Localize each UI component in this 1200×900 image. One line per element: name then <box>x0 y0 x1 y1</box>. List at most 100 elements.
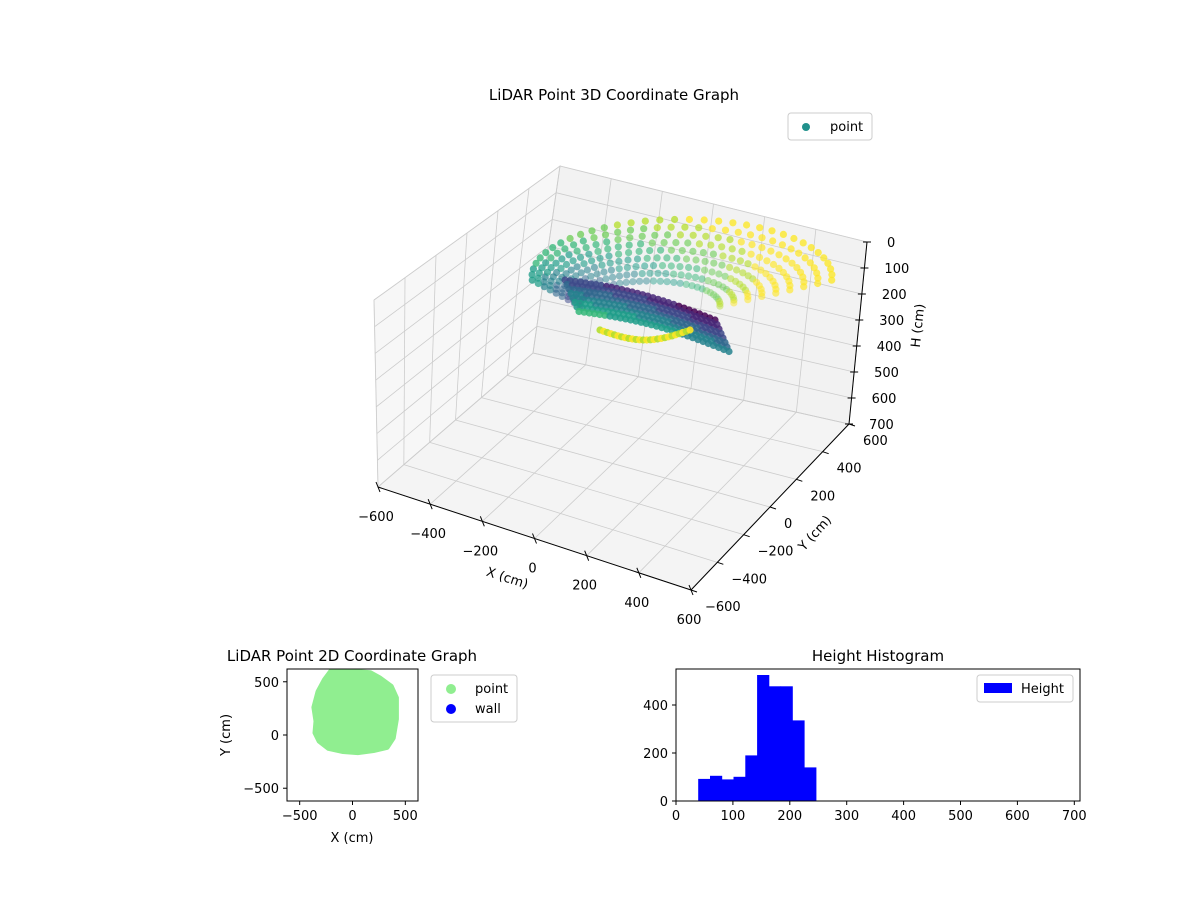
point-3d <box>715 217 723 225</box>
point-3d <box>590 263 599 271</box>
point-3d <box>590 234 598 242</box>
grid-line-horizontal <box>377 325 852 461</box>
x-tick-label: 300 <box>834 809 859 824</box>
y-tick-label: −400 <box>731 572 767 587</box>
point-3d <box>528 276 536 284</box>
point-3d <box>828 271 836 279</box>
y-tick-label: 200 <box>643 747 668 762</box>
x-tick <box>479 516 485 527</box>
point-3d <box>726 263 734 271</box>
x-tick <box>636 567 642 579</box>
point-3d <box>828 276 836 284</box>
point-3d <box>604 245 612 253</box>
point-3d <box>638 270 646 278</box>
point-3d <box>703 287 711 295</box>
x-tick-label: 0 <box>528 562 536 577</box>
point-3d <box>800 283 808 291</box>
y-tick-label: 500 <box>254 676 279 691</box>
point-3d <box>615 265 623 273</box>
point-3d <box>676 279 684 287</box>
hist-bar <box>698 778 711 801</box>
point-3d <box>692 256 700 264</box>
point-3d <box>723 285 731 294</box>
point-3d <box>624 256 632 264</box>
point-3d <box>758 292 766 300</box>
point-3d <box>726 288 734 296</box>
point-3d <box>637 240 645 248</box>
x-tick-label: 500 <box>393 809 418 824</box>
chart-3d-legend: point <box>787 112 873 141</box>
chart-2d-ticks: −500 0 500 500 0 −500 <box>243 676 417 824</box>
point-3d <box>576 253 585 261</box>
point-3d <box>763 257 771 265</box>
z-tick-label: 100 <box>884 262 909 277</box>
point-3d <box>596 254 604 262</box>
grid-line-back <box>690 203 714 389</box>
y-tick-label: 600 <box>863 434 888 449</box>
point-3d <box>737 238 745 246</box>
hist-bar <box>710 775 723 801</box>
point-3d <box>820 254 828 262</box>
x-tick-label: 0 <box>348 809 356 824</box>
point-3d <box>729 293 737 301</box>
chart-hist-bars <box>698 675 817 801</box>
point-3d <box>547 254 555 262</box>
point-3d <box>570 241 578 249</box>
point-3d <box>653 254 661 262</box>
chart-hist-legend-label: Height <box>1021 682 1064 697</box>
point-3d <box>715 270 723 278</box>
point-3d <box>594 247 602 255</box>
point-3d <box>529 265 538 273</box>
point-3d <box>603 238 611 246</box>
point-3d <box>758 234 766 242</box>
point-3d <box>710 259 718 267</box>
point-3d <box>786 286 794 294</box>
point-3d <box>701 266 709 274</box>
point-3d <box>743 221 751 229</box>
point-3d <box>656 216 664 224</box>
point-3d <box>806 259 814 267</box>
point-3d <box>698 285 706 293</box>
point-3d <box>677 271 685 279</box>
point-3d <box>706 289 715 297</box>
x-tick <box>375 481 381 493</box>
point-3d <box>775 251 783 259</box>
point-3d <box>778 241 787 249</box>
point-3d <box>585 250 593 258</box>
chart-2d-title: LiDAR Point 2D Coordinate Graph <box>227 647 477 665</box>
point-3d <box>614 236 622 244</box>
z-tick-label: 400 <box>877 340 902 355</box>
point-3d <box>573 263 581 271</box>
point-3d <box>714 234 722 242</box>
point-3d <box>649 277 658 285</box>
point-3d <box>715 281 723 289</box>
x-tick-label: 0 <box>672 809 680 824</box>
point-3d <box>744 296 752 304</box>
point-3d <box>693 283 701 291</box>
point-3d <box>653 224 661 232</box>
chart-2d: LiDAR Point 2D Coordinate Graph −500 0 500… <box>219 647 518 846</box>
point-3d <box>769 260 778 269</box>
chart-2d-legend-wall-label: wall <box>475 702 501 717</box>
chart-3d-ticks: −600−400−2000200400600−600−400−200020040… <box>358 236 909 628</box>
x-tick-label: 200 <box>572 579 597 594</box>
point-3d <box>641 262 649 270</box>
point-3d <box>676 231 685 239</box>
grid-line-horizontal <box>374 192 865 328</box>
chart-2d-xlabel: X (cm) <box>331 831 374 846</box>
point-3d <box>779 230 788 238</box>
point-3d <box>814 249 822 257</box>
point-3d <box>682 255 691 263</box>
point-3d <box>814 274 822 282</box>
grid-line-left <box>480 210 499 398</box>
grid-line-horizontal <box>373 165 868 301</box>
point-3d <box>700 216 708 224</box>
point-3d <box>600 224 608 232</box>
point-3d <box>667 246 676 254</box>
point-3d <box>651 231 659 239</box>
chart-3d-legend-label: point <box>830 120 863 135</box>
point-3d <box>538 264 546 272</box>
point-3d <box>646 247 654 255</box>
point-3d <box>588 257 596 265</box>
point-3d <box>646 269 654 277</box>
